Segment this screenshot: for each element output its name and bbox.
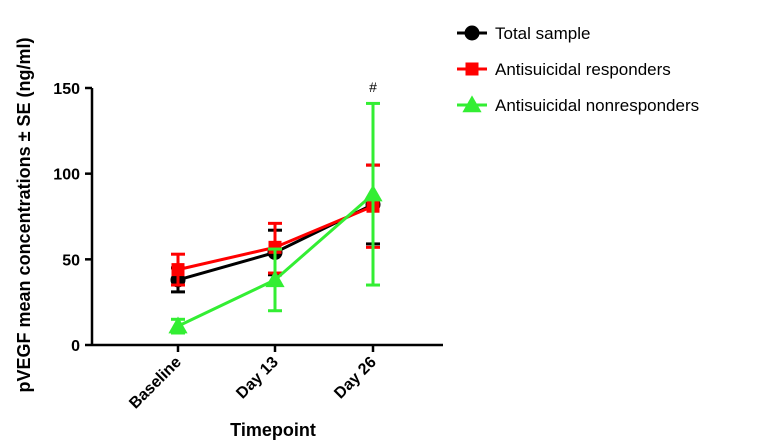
legend-label: Total sample <box>495 24 590 43</box>
x-ticks: Baseline Day 13 Day 26 <box>126 345 380 412</box>
data-point <box>265 270 285 288</box>
annotation-hash: # <box>369 79 377 95</box>
legend-marker <box>462 95 482 113</box>
data-point <box>268 240 282 254</box>
data-point <box>363 184 383 202</box>
legend-marker <box>465 62 479 76</box>
legend-item: Total sample <box>457 24 590 43</box>
y-ticks: 0 50 100 150 <box>53 81 92 355</box>
axes <box>90 88 443 347</box>
series-layer <box>168 101 383 335</box>
legend-item: Antisuicidal nonresponders <box>457 95 699 115</box>
y-tick-label: 50 <box>62 252 80 269</box>
legend-item: Antisuicidal responders <box>457 60 671 79</box>
legend-marker <box>464 25 480 41</box>
y-tick-label: 150 <box>53 81 80 98</box>
series-antisuicidal-nonresponders <box>168 101 383 335</box>
x-axis-title: Timepoint <box>230 420 316 440</box>
data-point <box>171 263 185 277</box>
x-tick-label: Day 26 <box>331 354 380 403</box>
y-tick-label: 100 <box>53 167 80 184</box>
y-axis-title: pVEGF mean concentrations ± SE (ng/ml) <box>14 38 34 393</box>
y-tick-label: 0 <box>71 338 80 355</box>
x-tick-label: Baseline <box>126 354 185 413</box>
annotation-layer: # <box>369 79 377 95</box>
x-tick-label: Day 13 <box>233 354 282 403</box>
legend-label: Antisuicidal responders <box>495 60 671 79</box>
legend-label: Antisuicidal nonresponders <box>495 96 699 115</box>
legend: Total sample Antisuicidal responders Antis… <box>457 24 699 115</box>
data-point <box>168 316 188 334</box>
